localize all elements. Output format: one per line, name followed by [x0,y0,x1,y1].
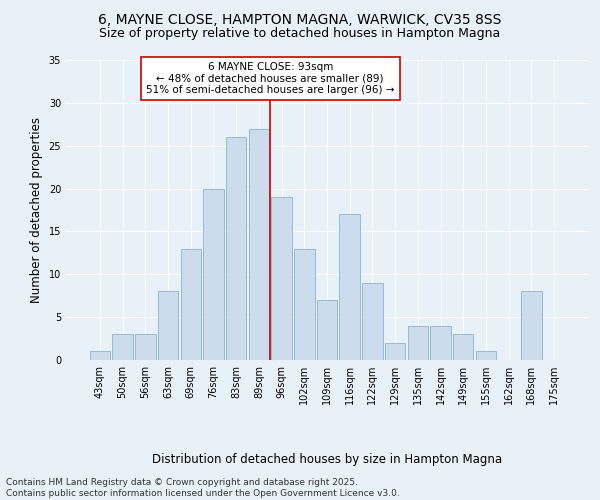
Text: Size of property relative to detached houses in Hampton Magna: Size of property relative to detached ho… [100,28,500,40]
Bar [453,334,473,360]
Bar [248,128,269,360]
Text: 6 MAYNE CLOSE: 93sqm
← 48% of detached houses are smaller (89)
51% of semi-detac: 6 MAYNE CLOSE: 93sqm ← 48% of detached h… [146,62,394,95]
Bar [430,326,451,360]
Bar [226,137,247,360]
Bar [317,300,337,360]
Text: 6, MAYNE CLOSE, HAMPTON MAGNA, WARWICK, CV35 8SS: 6, MAYNE CLOSE, HAMPTON MAGNA, WARWICK, … [98,12,502,26]
Bar [112,334,133,360]
Bar [385,343,406,360]
Bar [294,248,314,360]
Bar [521,292,542,360]
Bar [362,283,383,360]
Bar [407,326,428,360]
X-axis label: Distribution of detached houses by size in Hampton Magna: Distribution of detached houses by size … [152,453,502,466]
Bar [135,334,155,360]
Bar [90,352,110,360]
Bar [271,197,292,360]
Bar [158,292,178,360]
Bar [181,248,201,360]
Bar [340,214,360,360]
Bar [476,352,496,360]
Y-axis label: Number of detached properties: Number of detached properties [30,117,43,303]
Bar [203,188,224,360]
Text: Contains HM Land Registry data © Crown copyright and database right 2025.
Contai: Contains HM Land Registry data © Crown c… [6,478,400,498]
